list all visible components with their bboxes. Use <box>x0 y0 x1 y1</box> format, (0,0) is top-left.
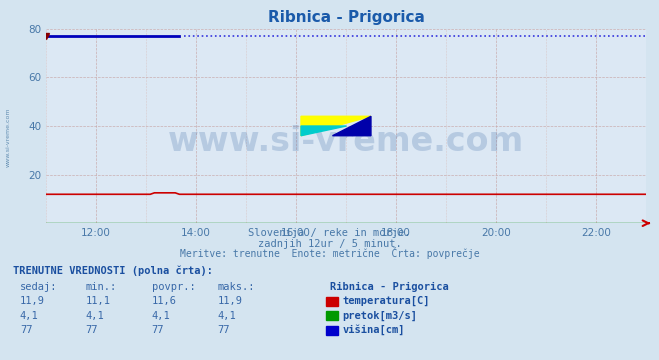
Text: 11,1: 11,1 <box>86 296 111 306</box>
Text: 11,9: 11,9 <box>217 296 243 306</box>
Text: 77: 77 <box>217 325 230 335</box>
Text: 77: 77 <box>20 325 32 335</box>
Text: www.si-vreme.com: www.si-vreme.com <box>168 125 524 158</box>
Text: pretok[m3/s]: pretok[m3/s] <box>343 311 418 321</box>
Text: min.:: min.: <box>86 282 117 292</box>
Text: maks.:: maks.: <box>217 282 255 292</box>
Text: 11,6: 11,6 <box>152 296 177 306</box>
Text: 4,1: 4,1 <box>152 311 170 321</box>
Text: povpr.:: povpr.: <box>152 282 195 292</box>
Polygon shape <box>301 126 347 136</box>
Text: 4,1: 4,1 <box>20 311 38 321</box>
Text: Slovenija / reke in morje.: Slovenija / reke in morje. <box>248 228 411 238</box>
Text: 77: 77 <box>152 325 164 335</box>
Text: 77: 77 <box>86 325 98 335</box>
Text: 4,1: 4,1 <box>86 311 104 321</box>
Text: 11,9: 11,9 <box>20 296 45 306</box>
Text: temperatura[C]: temperatura[C] <box>343 296 430 306</box>
Text: www.si-vreme.com: www.si-vreme.com <box>5 107 11 167</box>
Text: Meritve: trenutne  Enote: metrične  Črta: povprečje: Meritve: trenutne Enote: metrične Črta: … <box>180 247 479 260</box>
Text: sedaj:: sedaj: <box>20 282 57 292</box>
Title: Ribnica - Prigorica: Ribnica - Prigorica <box>268 10 424 25</box>
Text: TRENUTNE VREDNOSTI (polna črta):: TRENUTNE VREDNOSTI (polna črta): <box>13 265 213 276</box>
Text: višina[cm]: višina[cm] <box>343 324 405 335</box>
Polygon shape <box>333 116 371 136</box>
Text: Ribnica - Prigorica: Ribnica - Prigorica <box>330 282 448 292</box>
Text: 4,1: 4,1 <box>217 311 236 321</box>
Polygon shape <box>301 116 371 136</box>
Text: zadnjih 12ur / 5 minut.: zadnjih 12ur / 5 minut. <box>258 239 401 249</box>
